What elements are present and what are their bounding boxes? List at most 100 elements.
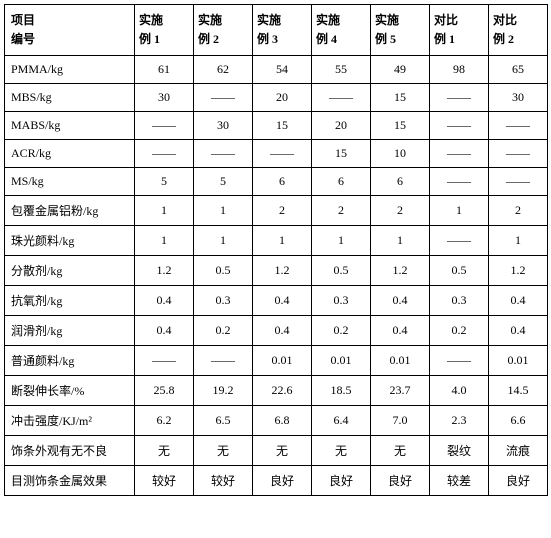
table-row: MS/kg55666———— [5, 168, 548, 196]
row-label: 珠光颜料/kg [5, 226, 135, 256]
header-row: 项目 编号 实施 例 1 实施 例 2 实施 例 3 实施 例 4 实施 例 5 [5, 5, 548, 56]
cell: 0.01 [371, 346, 430, 376]
header-col-line1: 实施 [198, 11, 248, 30]
cell: 1 [194, 226, 253, 256]
cell: —— [489, 168, 548, 196]
cell: 0.4 [253, 286, 312, 316]
cell: 30 [489, 84, 548, 112]
cell: 0.2 [312, 316, 371, 346]
cell: 15 [253, 112, 312, 140]
cell: —— [430, 168, 489, 196]
row-label: 润滑剂/kg [5, 316, 135, 346]
cell: 0.5 [312, 256, 371, 286]
row-label: 分散剂/kg [5, 256, 135, 286]
cell: —— [194, 140, 253, 168]
header-col-6: 对比 例 2 [489, 5, 548, 56]
table-row: 抗氧剂/kg0.40.30.40.30.40.30.4 [5, 286, 548, 316]
row-label: 抗氧剂/kg [5, 286, 135, 316]
cell: 0.5 [430, 256, 489, 286]
cell: 54 [253, 56, 312, 84]
cell: —— [430, 346, 489, 376]
cell: 1.2 [489, 256, 548, 286]
cell: 1.2 [371, 256, 430, 286]
cell: 无 [371, 436, 430, 466]
header-col-line1: 对比 [493, 11, 543, 30]
table-row: 饰条外观有无不良无无无无无裂纹流痕 [5, 436, 548, 466]
cell: 较好 [194, 466, 253, 496]
table-row: MBS/kg30——20——15——30 [5, 84, 548, 112]
cell: 良好 [489, 466, 548, 496]
cell: 98 [430, 56, 489, 84]
cell: 6.5 [194, 406, 253, 436]
cell: 2 [371, 196, 430, 226]
cell: 20 [312, 112, 371, 140]
cell: 0.4 [489, 316, 548, 346]
table-row: MABS/kg——30152015———— [5, 112, 548, 140]
table-body: PMMA/kg61625455499865MBS/kg30——20——15——3… [5, 56, 548, 496]
cell: 6 [371, 168, 430, 196]
cell: 61 [135, 56, 194, 84]
cell: 1 [371, 226, 430, 256]
cell: 1.2 [135, 256, 194, 286]
cell: 无 [194, 436, 253, 466]
cell: —— [489, 112, 548, 140]
header-col-4: 实施 例 5 [371, 5, 430, 56]
table-row: 普通颜料/kg————0.010.010.01——0.01 [5, 346, 548, 376]
cell: 0.2 [194, 316, 253, 346]
row-label: PMMA/kg [5, 56, 135, 84]
header-col-line1: 实施 [375, 11, 425, 30]
header-label-cell: 项目 编号 [5, 5, 135, 56]
cell: 49 [371, 56, 430, 84]
cell: 良好 [312, 466, 371, 496]
cell: 1 [489, 226, 548, 256]
cell: 无 [253, 436, 312, 466]
cell: —— [135, 112, 194, 140]
cell: 0.01 [312, 346, 371, 376]
header-col-line1: 实施 [316, 11, 366, 30]
header-col-2: 实施 例 3 [253, 5, 312, 56]
cell: —— [135, 346, 194, 376]
row-label: 冲击强度/KJ/m² [5, 406, 135, 436]
header-col-1: 实施 例 2 [194, 5, 253, 56]
table-row: 包覆金属铝粉/kg1122212 [5, 196, 548, 226]
cell: —— [135, 140, 194, 168]
cell: 5 [135, 168, 194, 196]
cell: 较好 [135, 466, 194, 496]
cell: —— [194, 346, 253, 376]
cell: —— [253, 140, 312, 168]
cell: 2 [312, 196, 371, 226]
cell: 0.4 [371, 316, 430, 346]
cell: —— [312, 84, 371, 112]
header-col-line2: 例 3 [257, 30, 307, 49]
table-row: 分散剂/kg1.20.51.20.51.20.51.2 [5, 256, 548, 286]
cell: 1 [253, 226, 312, 256]
cell: 15 [312, 140, 371, 168]
cell: 较差 [430, 466, 489, 496]
row-label: MBS/kg [5, 84, 135, 112]
cell: 15 [371, 112, 430, 140]
cell: 19.2 [194, 376, 253, 406]
cell: 10 [371, 140, 430, 168]
cell: 15 [371, 84, 430, 112]
cell: 20 [253, 84, 312, 112]
row-label: 目测饰条金属效果 [5, 466, 135, 496]
cell: 18.5 [312, 376, 371, 406]
header-col-line2: 例 5 [375, 30, 425, 49]
cell: 1 [194, 196, 253, 226]
cell: 6.4 [312, 406, 371, 436]
cell: —— [489, 140, 548, 168]
cell: 1 [430, 196, 489, 226]
row-label: MABS/kg [5, 112, 135, 140]
cell: 0.2 [430, 316, 489, 346]
table-row: 断裂伸长率/%25.819.222.618.523.74.014.5 [5, 376, 548, 406]
cell: 0.4 [253, 316, 312, 346]
cell: 1 [135, 226, 194, 256]
cell: 0.3 [194, 286, 253, 316]
header-col-3: 实施 例 4 [312, 5, 371, 56]
cell: 无 [312, 436, 371, 466]
table-row: 润滑剂/kg0.40.20.40.20.40.20.4 [5, 316, 548, 346]
cell: 6 [312, 168, 371, 196]
header-col-line2: 例 2 [493, 30, 543, 49]
cell: 2 [253, 196, 312, 226]
cell: 5 [194, 168, 253, 196]
